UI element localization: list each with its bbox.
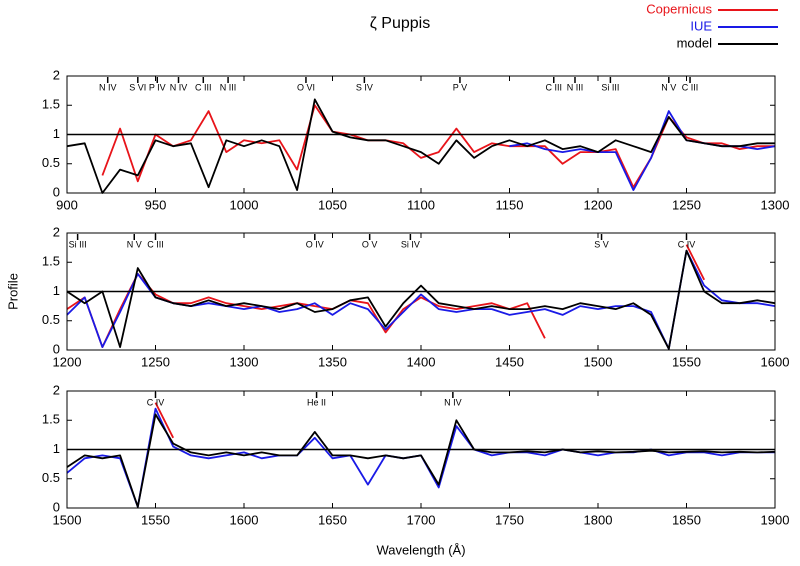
y-tick-label: 1.5 xyxy=(42,97,60,112)
spectrum-line xyxy=(66,244,706,348)
ion-label: N V xyxy=(127,239,142,249)
spectrum-line xyxy=(154,402,175,439)
ion-label: P IV xyxy=(149,82,166,92)
x-tick-label: 1250 xyxy=(141,354,170,369)
x-tick-label: 1000 xyxy=(230,197,259,212)
ion-label: N III xyxy=(220,82,237,92)
ion-label: C IV xyxy=(678,239,696,249)
x-tick-label: 1300 xyxy=(230,354,259,369)
x-tick-label: 1650 xyxy=(318,512,347,527)
x-tick-label: 1350 xyxy=(318,354,347,369)
x-tick-label: 1300 xyxy=(761,197,790,212)
x-tick-label: 1050 xyxy=(318,197,347,212)
y-tick-label: 2 xyxy=(53,67,60,82)
x-tick-label: 950 xyxy=(145,197,167,212)
x-tick-label: 1150 xyxy=(496,197,524,212)
ion-label: S VI xyxy=(129,82,146,92)
x-tick-label: 1450 xyxy=(495,354,524,369)
ion-label: S V xyxy=(594,239,609,249)
ion-label: Si IV xyxy=(401,239,420,249)
ion-label: C IV xyxy=(147,397,165,407)
ion-label: C III xyxy=(682,82,699,92)
y-tick-label: 0 xyxy=(53,341,60,356)
x-tick-label: 1750 xyxy=(495,512,524,527)
ion-label: N III xyxy=(567,82,584,92)
spectrum-line xyxy=(509,110,776,191)
y-tick-label: 1 xyxy=(53,283,60,298)
x-tick-label: 1200 xyxy=(53,354,82,369)
chart-title: ζ Puppis xyxy=(370,15,430,32)
x-tick-label: 1800 xyxy=(584,512,613,527)
ion-label: O VI xyxy=(297,82,315,92)
y-tick-label: 1 xyxy=(53,126,60,141)
y-tick-label: 1 xyxy=(53,441,60,456)
y-tick-label: 2 xyxy=(53,382,60,397)
spectrum-line xyxy=(66,407,775,508)
ion-label: C III xyxy=(195,82,212,92)
x-tick-label: 1900 xyxy=(761,512,790,527)
ion-label: P V xyxy=(453,82,467,92)
ion-label: O V xyxy=(362,239,378,249)
y-tick-label: 1.5 xyxy=(42,254,60,269)
x-tick-label: 1550 xyxy=(141,512,170,527)
spectrum-line xyxy=(66,413,776,508)
spectrum-line xyxy=(66,249,776,350)
spectrum-line xyxy=(66,249,776,350)
x-tick-label: 1400 xyxy=(407,354,436,369)
ion-label: Si III xyxy=(601,82,619,92)
x-tick-label: 1250 xyxy=(672,197,701,212)
x-tick-label: 1600 xyxy=(230,512,259,527)
ion-label: C III xyxy=(545,82,562,92)
y-axis-label: Profile xyxy=(5,273,20,310)
y-tick-label: 0 xyxy=(53,499,60,514)
x-tick-label: 1100 xyxy=(407,197,435,212)
plot-frame xyxy=(66,75,776,194)
x-tick-label: 1700 xyxy=(407,512,436,527)
y-tick-label: 0.5 xyxy=(42,470,60,485)
ion-label: He II xyxy=(307,397,326,407)
x-tick-label: 1550 xyxy=(672,354,701,369)
x-tick-label: 1500 xyxy=(584,354,613,369)
y-tick-label: 0.5 xyxy=(42,312,60,327)
plot-frame xyxy=(66,232,776,351)
x-tick-label: 1600 xyxy=(761,354,790,369)
ion-label: C III xyxy=(147,239,164,249)
legend-label: model xyxy=(677,35,713,50)
ion-label: Si III xyxy=(69,239,87,249)
legend-label: Copernicus xyxy=(646,1,712,16)
ion-label: S IV xyxy=(356,82,373,92)
y-tick-label: 0 xyxy=(53,184,60,199)
y-tick-label: 1.5 xyxy=(42,412,60,427)
x-tick-label: 900 xyxy=(56,197,78,212)
plot-frame xyxy=(66,390,776,509)
spectrum-line xyxy=(66,98,775,194)
ion-label: N IV xyxy=(170,82,188,92)
x-tick-label: 1850 xyxy=(672,512,701,527)
x-axis-label: Wavelength (Å) xyxy=(376,542,465,557)
ion-label: O IV xyxy=(306,239,324,249)
y-tick-label: 2 xyxy=(53,224,60,239)
ion-label: N V xyxy=(661,82,676,92)
x-tick-label: 1200 xyxy=(584,197,613,212)
ion-label: N IV xyxy=(99,82,117,92)
y-tick-label: 0.5 xyxy=(42,155,60,170)
legend-label: IUE xyxy=(690,18,712,33)
x-tick-label: 1500 xyxy=(53,512,82,527)
ion-label: N IV xyxy=(444,397,462,407)
